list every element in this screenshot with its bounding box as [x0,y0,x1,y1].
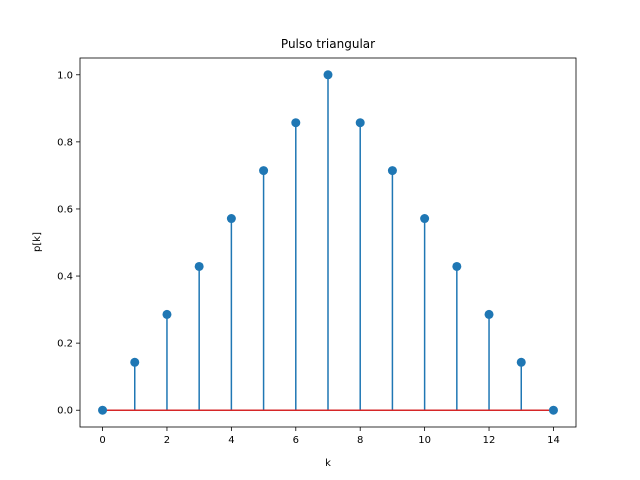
axes-frame [79,57,577,428]
stem-marker [355,118,365,128]
x-tick-label: 14 [547,435,560,446]
markers-group [98,70,558,415]
y-tick-label: 0.4 [57,272,73,283]
y-tick-label: 0.8 [57,137,73,148]
stem-marker [130,357,140,367]
stem-marker [194,261,204,271]
x-tick-label: 4 [228,435,234,446]
plot-area [79,57,577,428]
stem-marker [291,118,301,128]
stem-marker [387,166,397,176]
stem-marker [484,309,494,319]
stem-marker [323,70,333,80]
stem-marker [98,405,108,415]
chart-title: Pulso triangular [281,37,375,51]
y-tick-label: 1.0 [57,70,73,81]
stem-marker [162,309,172,319]
stems-group [134,74,522,411]
x-tick-label: 8 [357,435,363,446]
y-tick-label: 0.2 [57,339,73,350]
y-tick-label: 0.0 [57,406,73,417]
y-axis: 0.0 0.2 0.4 0.6 0.8 1.0 [57,70,80,417]
y-axis-label: p[k] [32,232,43,252]
x-axis: 0 2 4 6 8 10 12 14 [99,427,560,446]
stem-marker [516,357,526,367]
x-tick-label: 10 [418,435,431,446]
stem-marker [548,405,558,415]
stem-marker [259,166,269,176]
stem-marker [420,214,430,224]
stem-marker [452,261,462,271]
x-tick-label: 0 [99,435,105,446]
y-tick-label: 0.6 [57,204,73,215]
stem-marker [226,214,236,224]
x-tick-label: 2 [164,435,170,446]
x-tick-label: 6 [293,435,299,446]
x-axis-label: k [325,458,331,469]
x-tick-label: 12 [483,435,496,446]
